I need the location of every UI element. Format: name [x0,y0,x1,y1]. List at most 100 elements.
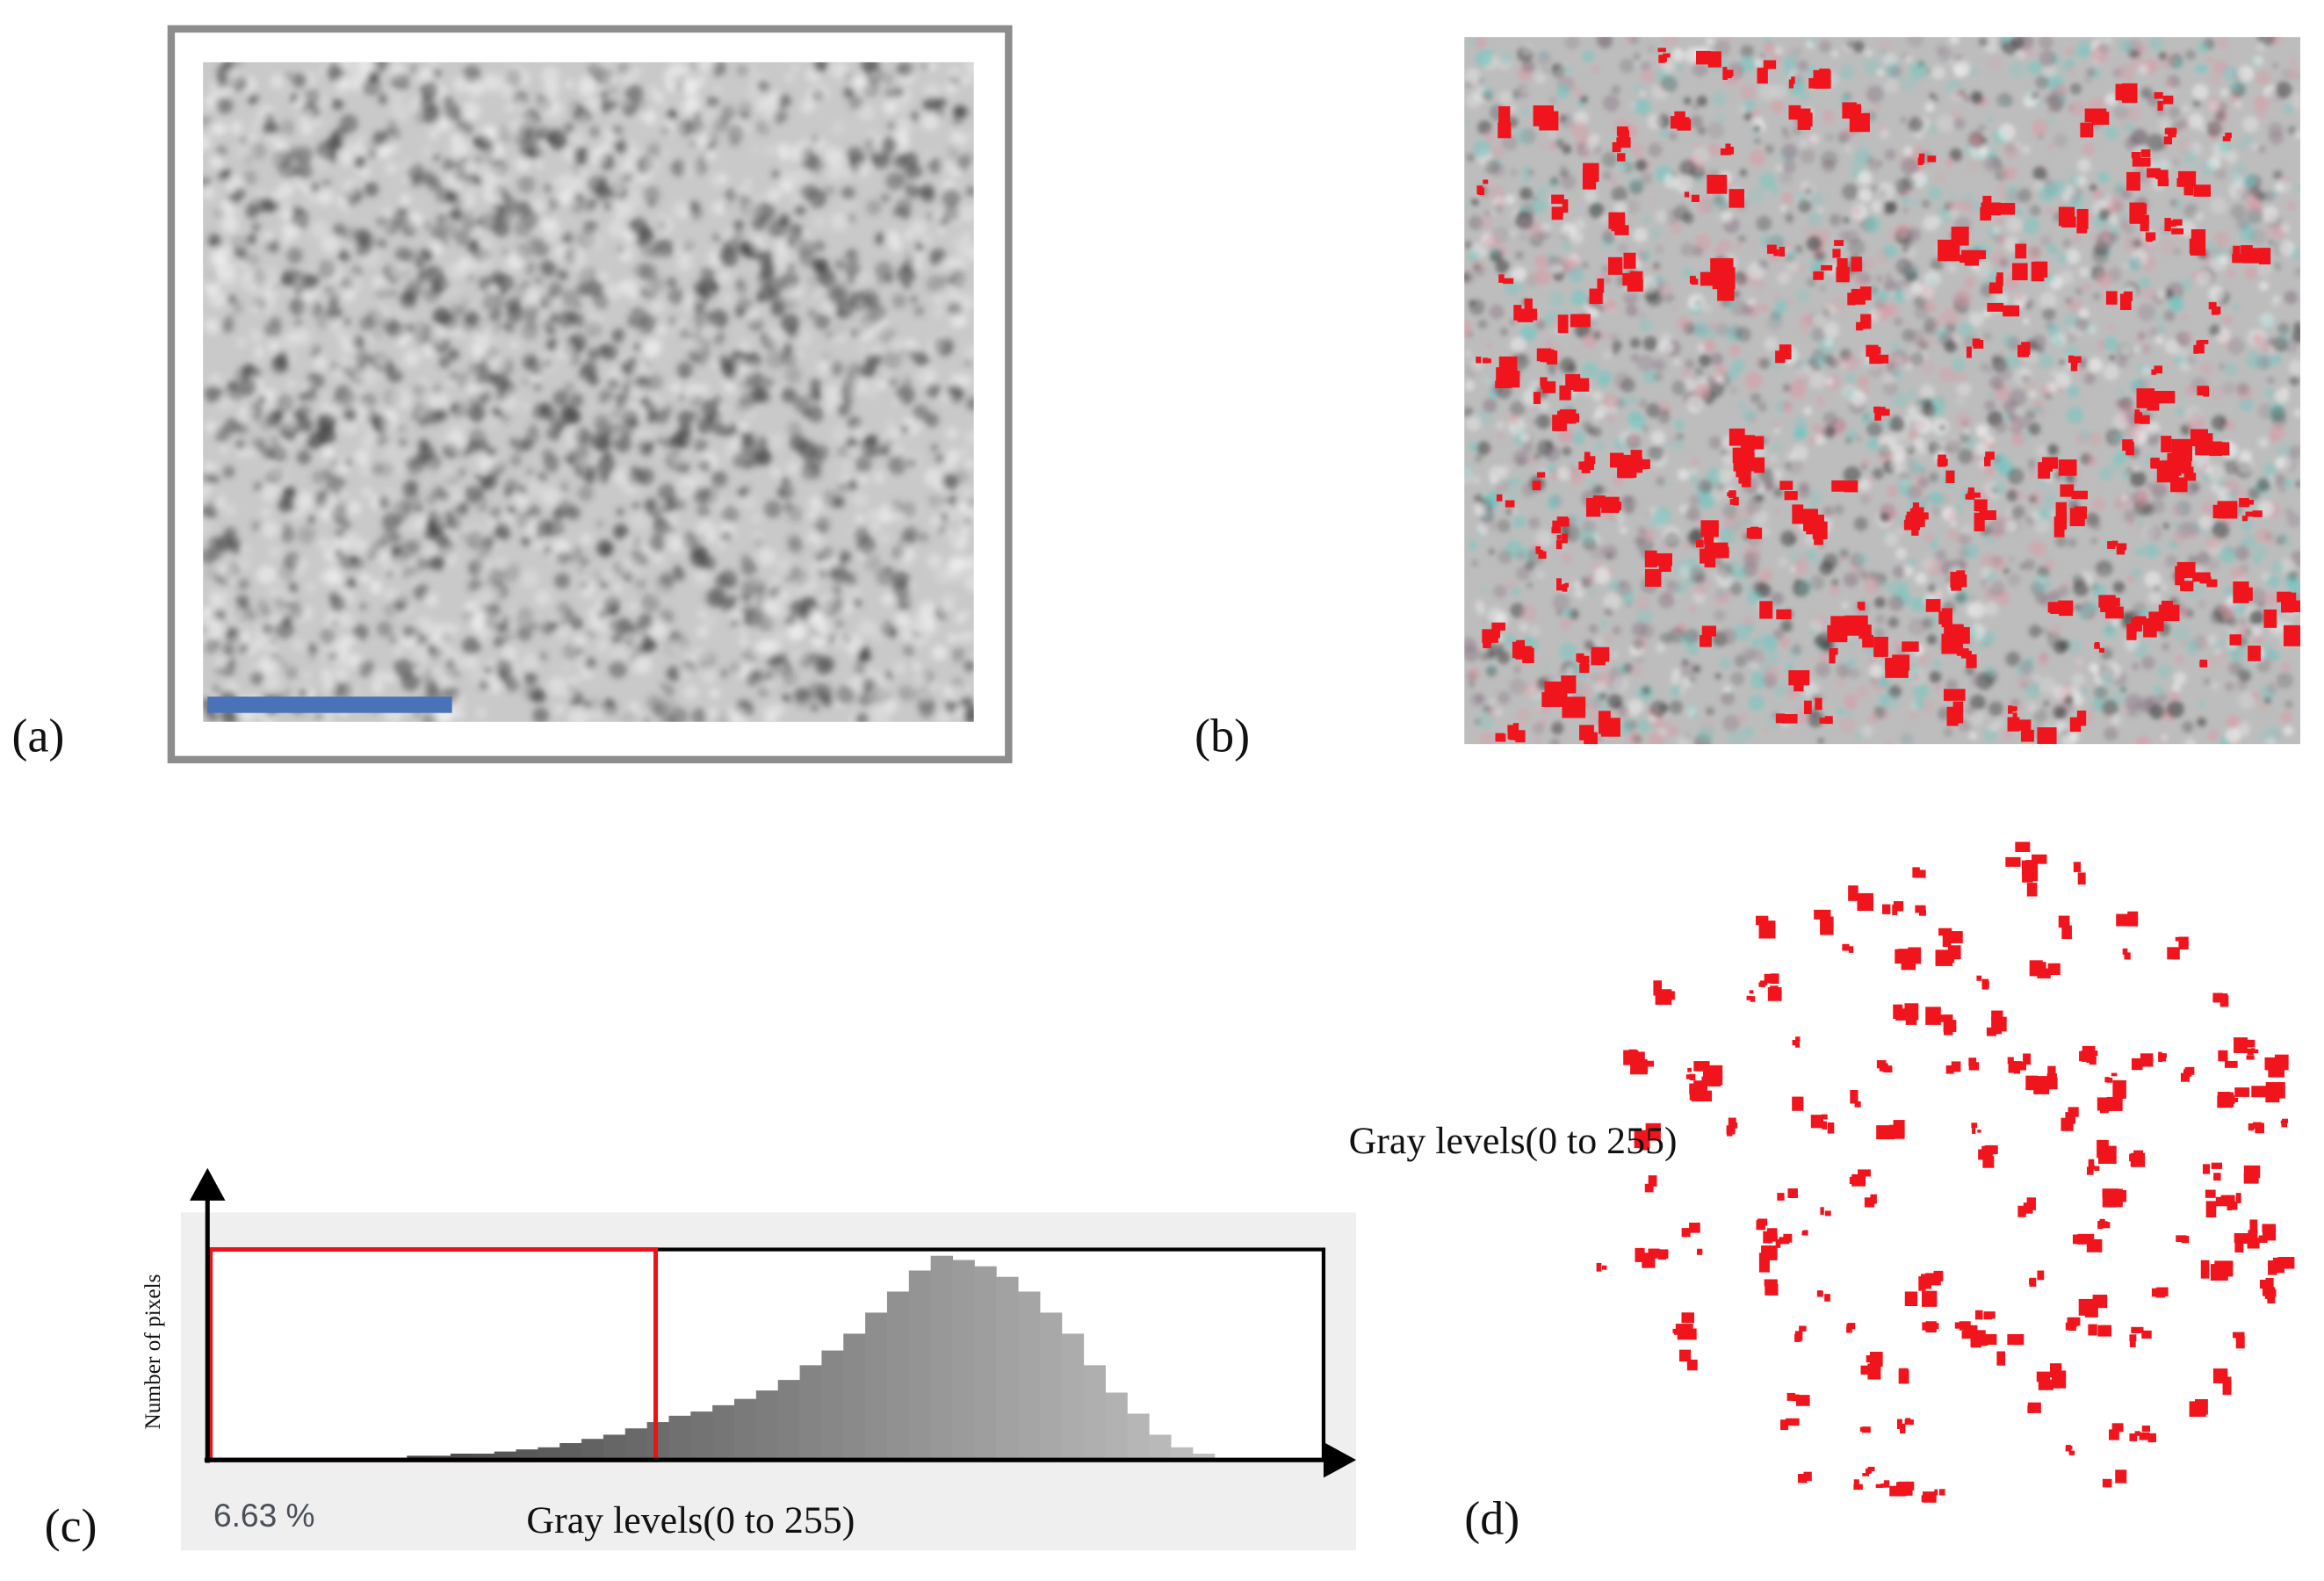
texture-dot [964,458,974,469]
texture-dot [2126,106,2142,123]
texture-dot [814,217,825,227]
texture-dot [829,61,848,79]
texture-dot [2140,285,2155,300]
texture-dot [1925,501,1933,509]
texture-dot [884,88,897,100]
texture-dot [927,61,937,72]
texture-dot [887,377,898,387]
texture-dot [541,66,560,85]
texture-dot [2293,408,2300,417]
texture-dot [2119,695,2128,704]
texture-dot [1856,374,1869,387]
texture-dot [1555,609,1563,617]
texture-dot [436,213,448,226]
texture-dot [1857,170,1873,185]
texture-dot [1747,262,1765,279]
texture-dot [1947,264,1957,273]
texture-dot [2184,738,2196,745]
texture-dot [805,284,820,299]
texture-dot [462,653,479,670]
texture-dot [632,66,642,77]
texture-dot [2029,471,2036,478]
texture-dot [640,242,656,258]
texture-dot [1965,666,1975,675]
texture-dot [1477,319,1488,329]
texture-dot [2046,115,2057,126]
texture-dot [1974,423,1988,436]
texture-dot [343,408,357,422]
texture-dot [950,236,960,245]
texture-dot [672,201,689,219]
texture-dot [623,711,639,722]
texture-dot [330,536,350,554]
texture-dot [1930,257,1944,271]
texture-dot [945,426,959,440]
texture-dot [417,415,430,428]
texture-dot [1521,108,1529,116]
texture-dot [1983,729,1997,743]
texture-dot [1945,158,1953,168]
texture-dot [1490,145,1505,161]
texture-dot [952,116,963,126]
texture-dot [308,651,319,661]
texture-dot [1509,319,1516,326]
texture-dot [2147,134,2165,152]
texture-dot [1878,291,1889,302]
texture-dot [1867,656,1876,665]
texture-dot [336,670,348,682]
texture-dot [2012,406,2022,415]
texture-dot [730,618,739,627]
texture-dot [2133,239,2142,249]
texture-dot [1522,442,1534,454]
texture-dot [1750,392,1762,404]
texture-dot [2099,466,2113,481]
texture-dot [624,536,634,545]
texture-dot [1638,318,1652,332]
texture-dot [1692,104,1700,111]
texture-dot [508,119,527,138]
texture-dot [1792,559,1810,577]
texture-dot [1611,651,1619,658]
texture-dot [1913,683,1929,700]
texture-dot [756,79,769,92]
texture-dot [786,533,801,548]
texture-dot [738,101,753,116]
texture-dot [431,668,441,676]
texture-dot [739,340,750,351]
texture-dot [269,436,280,447]
texture-dot [544,81,560,97]
texture-dot [1689,114,1703,129]
texture-dot [480,614,499,632]
texture-dot [387,288,398,299]
texture-dot [1765,144,1774,155]
texture-dot [1824,133,1835,142]
texture-dot [720,405,728,413]
texture-dot [1780,205,1787,212]
texture-dot [962,556,974,572]
texture-dot [1549,738,1560,745]
texture-dot [570,617,584,631]
texture-dot [608,660,628,679]
texture-dot [242,170,257,185]
texture-dot [314,492,328,507]
texture-dot [1934,214,1944,225]
texture-dot [1794,526,1801,533]
texture-dot [1893,316,1903,327]
texture-dot [1974,260,1992,278]
texture-dot [1950,519,1957,527]
texture-dot [1754,493,1765,503]
texture-dot [641,592,660,612]
texture-dot [668,315,679,328]
texture-dot [666,666,682,682]
texture-dot [1483,398,1498,413]
texture-dot [1680,242,1695,257]
texture-dot [1466,152,1476,162]
texture-dot [429,325,448,344]
texture-dot [1474,264,1486,278]
texture-dot [2287,56,2299,67]
texture-dot [1625,601,1633,608]
texture-dot [867,303,886,322]
texture-dot [1484,373,1494,383]
texture-dot [2185,520,2200,536]
texture-dot [220,83,232,95]
